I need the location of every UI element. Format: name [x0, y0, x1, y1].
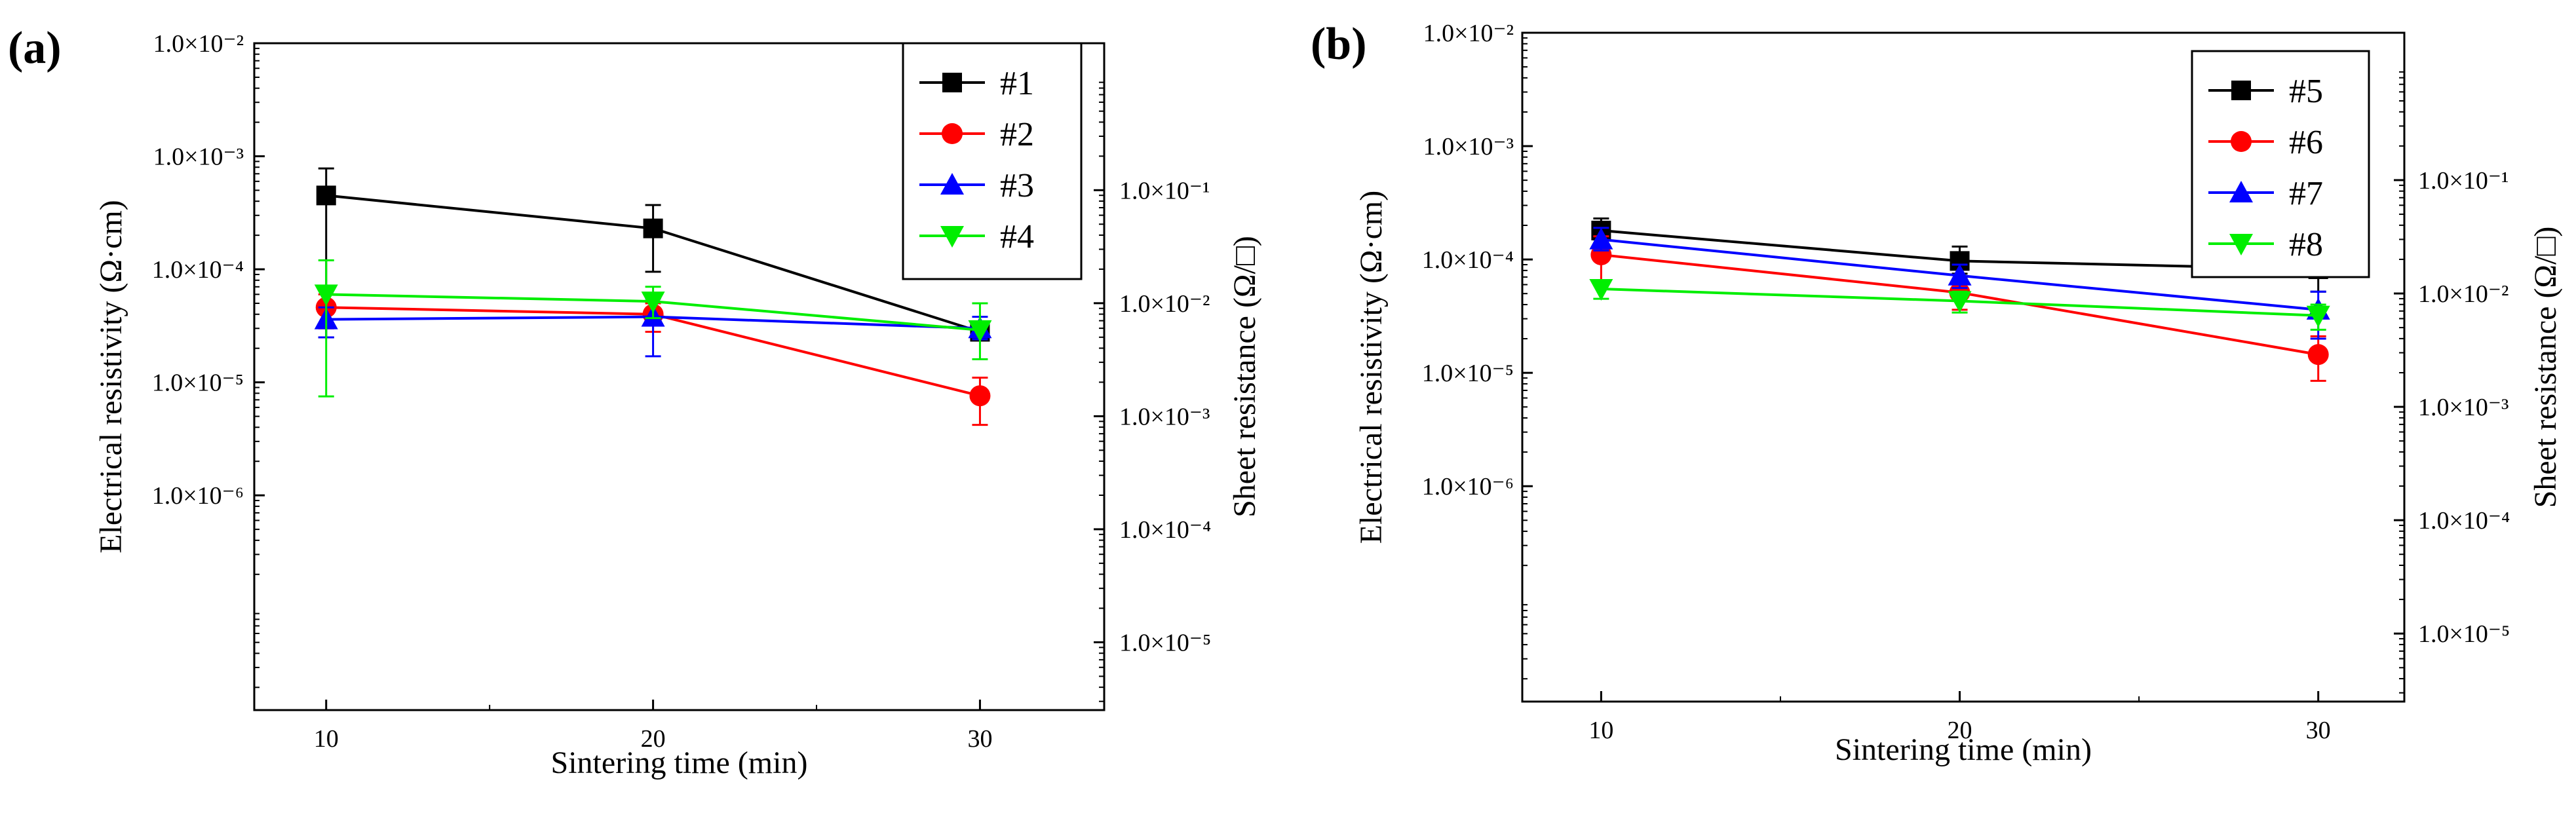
x-axis-title: Sintering time (min) [551, 745, 808, 780]
right-y-tick-label: 1.0×10⁻² [2418, 280, 2509, 308]
right-y-tick-label: 1.0×10⁻⁴ [2418, 507, 2510, 535]
panel-label: (b) [1311, 19, 1367, 69]
series-n8 [1589, 279, 2330, 331]
plot-frame [253, 42, 1105, 711]
right-y-axis-title: Sheet resistance (Ω/□) [1227, 236, 1262, 518]
legend-marker [942, 73, 962, 92]
y-tick-label: 1.0×10⁻⁶ [1422, 473, 1514, 500]
panel-label: (a) [8, 23, 62, 73]
legend-item: #3 [919, 167, 1034, 204]
data-point [2306, 305, 2330, 328]
legend-label: #3 [1000, 167, 1034, 204]
plot-frame [1521, 31, 2406, 703]
series-n4 [314, 259, 992, 398]
legend-marker [942, 123, 963, 144]
right-y-tick-label: 1.0×10⁻⁴ [1119, 516, 1211, 544]
legend: #1 #2 #3 #4 [902, 42, 1083, 280]
panel-a: (a) 1.0×10⁻² 1.0×10⁻³ 1.0×10⁻⁴ 1.0×10⁻⁵ 1.0×1… [8, 23, 1262, 780]
x-tick-label: 30 [2306, 717, 2331, 744]
y-tick-label: 1.0×10⁻² [153, 30, 244, 58]
right-y-tick-label: 1.0×10⁻³ [2418, 394, 2509, 421]
y-tick-label: 1.0×10⁻⁴ [1422, 246, 1514, 274]
y-tick-label: 1.0×10⁻⁴ [152, 256, 244, 284]
legend-label: #2 [1000, 116, 1034, 153]
data-point [1948, 291, 1972, 313]
legend-item: #6 [2208, 124, 2323, 161]
data-point [643, 218, 663, 238]
data-point [1948, 263, 1972, 286]
x-tick-label: 10 [1588, 717, 1613, 744]
legend-label: #5 [2289, 73, 2323, 110]
right-y-tick-label: 1.0×10⁻⁵ [2418, 620, 2510, 648]
data-point [641, 292, 665, 314]
legend-marker [2229, 181, 2253, 202]
right-y-tick-label: 1.0×10⁻³ [1119, 403, 1210, 430]
data-point [1589, 279, 1613, 301]
legend-marker [2229, 234, 2253, 255]
legend-label: #4 [1000, 218, 1034, 255]
data-point [969, 385, 991, 407]
y-tick-label: 1.0×10⁻³ [153, 143, 244, 171]
legend-item: #2 [919, 116, 1034, 153]
legend-marker [2231, 131, 2252, 152]
data-point [2307, 344, 2329, 366]
x-tick-label: 10 [314, 725, 339, 753]
y-tick-label: 1.0×10⁻⁵ [152, 369, 244, 397]
right-y-tick-label: 1.0×10⁻⁵ [1119, 629, 1211, 656]
legend-marker [2231, 81, 2251, 100]
x-axis-title: Sintering time (min) [1835, 732, 2092, 767]
x-tick-label: 20 [1948, 717, 1972, 744]
right-y-tick-label: 1.0×10⁻² [1119, 290, 1210, 318]
right-y-tick-label: 1.0×10⁻¹ [1119, 177, 1210, 204]
legend-label: #1 [1000, 65, 1034, 102]
y-axis-title: Electrical resistivity (Ω·cm) [1354, 191, 1389, 544]
legend-marker [940, 226, 964, 248]
right-y-tick-label: 1.0×10⁻¹ [2418, 167, 2509, 195]
legend-box [902, 42, 1083, 280]
y-axis-title: Electrical resistivity (Ω·cm) [94, 200, 128, 553]
x-tick-label: 30 [967, 725, 992, 753]
legend-item: #1 [919, 65, 1034, 102]
legend-item: #7 [2208, 175, 2323, 212]
legend-label: #8 [2289, 226, 2323, 263]
y-tick-label: 1.0×10⁻⁵ [1422, 360, 1514, 387]
legend-item: #5 [2208, 73, 2323, 110]
data-point [968, 320, 992, 342]
y-tick-label: 1.0×10⁻³ [1423, 133, 1514, 160]
legend-marker [940, 173, 964, 195]
y-tick-label: 1.0×10⁻⁶ [152, 482, 244, 510]
right-y-axis-title: Sheet resistance (Ω/□) [2528, 227, 2563, 508]
y-tick-label: 1.0×10⁻² [1423, 20, 1514, 47]
legend-box [2191, 50, 2370, 278]
legend-label: #7 [2289, 175, 2323, 212]
data-point [316, 185, 336, 206]
legend-label: #6 [2289, 124, 2323, 161]
legend-item: #8 [2208, 226, 2323, 263]
data-point [314, 284, 338, 307]
data-point [1589, 227, 1613, 250]
panel-b: (b) 1.0×10⁻² 1.0×10⁻³ 1.0×10⁻⁴ 1.0×10⁻⁵ 1.0×1… [1311, 19, 2563, 767]
x-tick-label: 20 [641, 725, 666, 753]
legend-item: #4 [919, 218, 1034, 255]
legend: #5 #6 #7 #8 [2191, 50, 2370, 278]
